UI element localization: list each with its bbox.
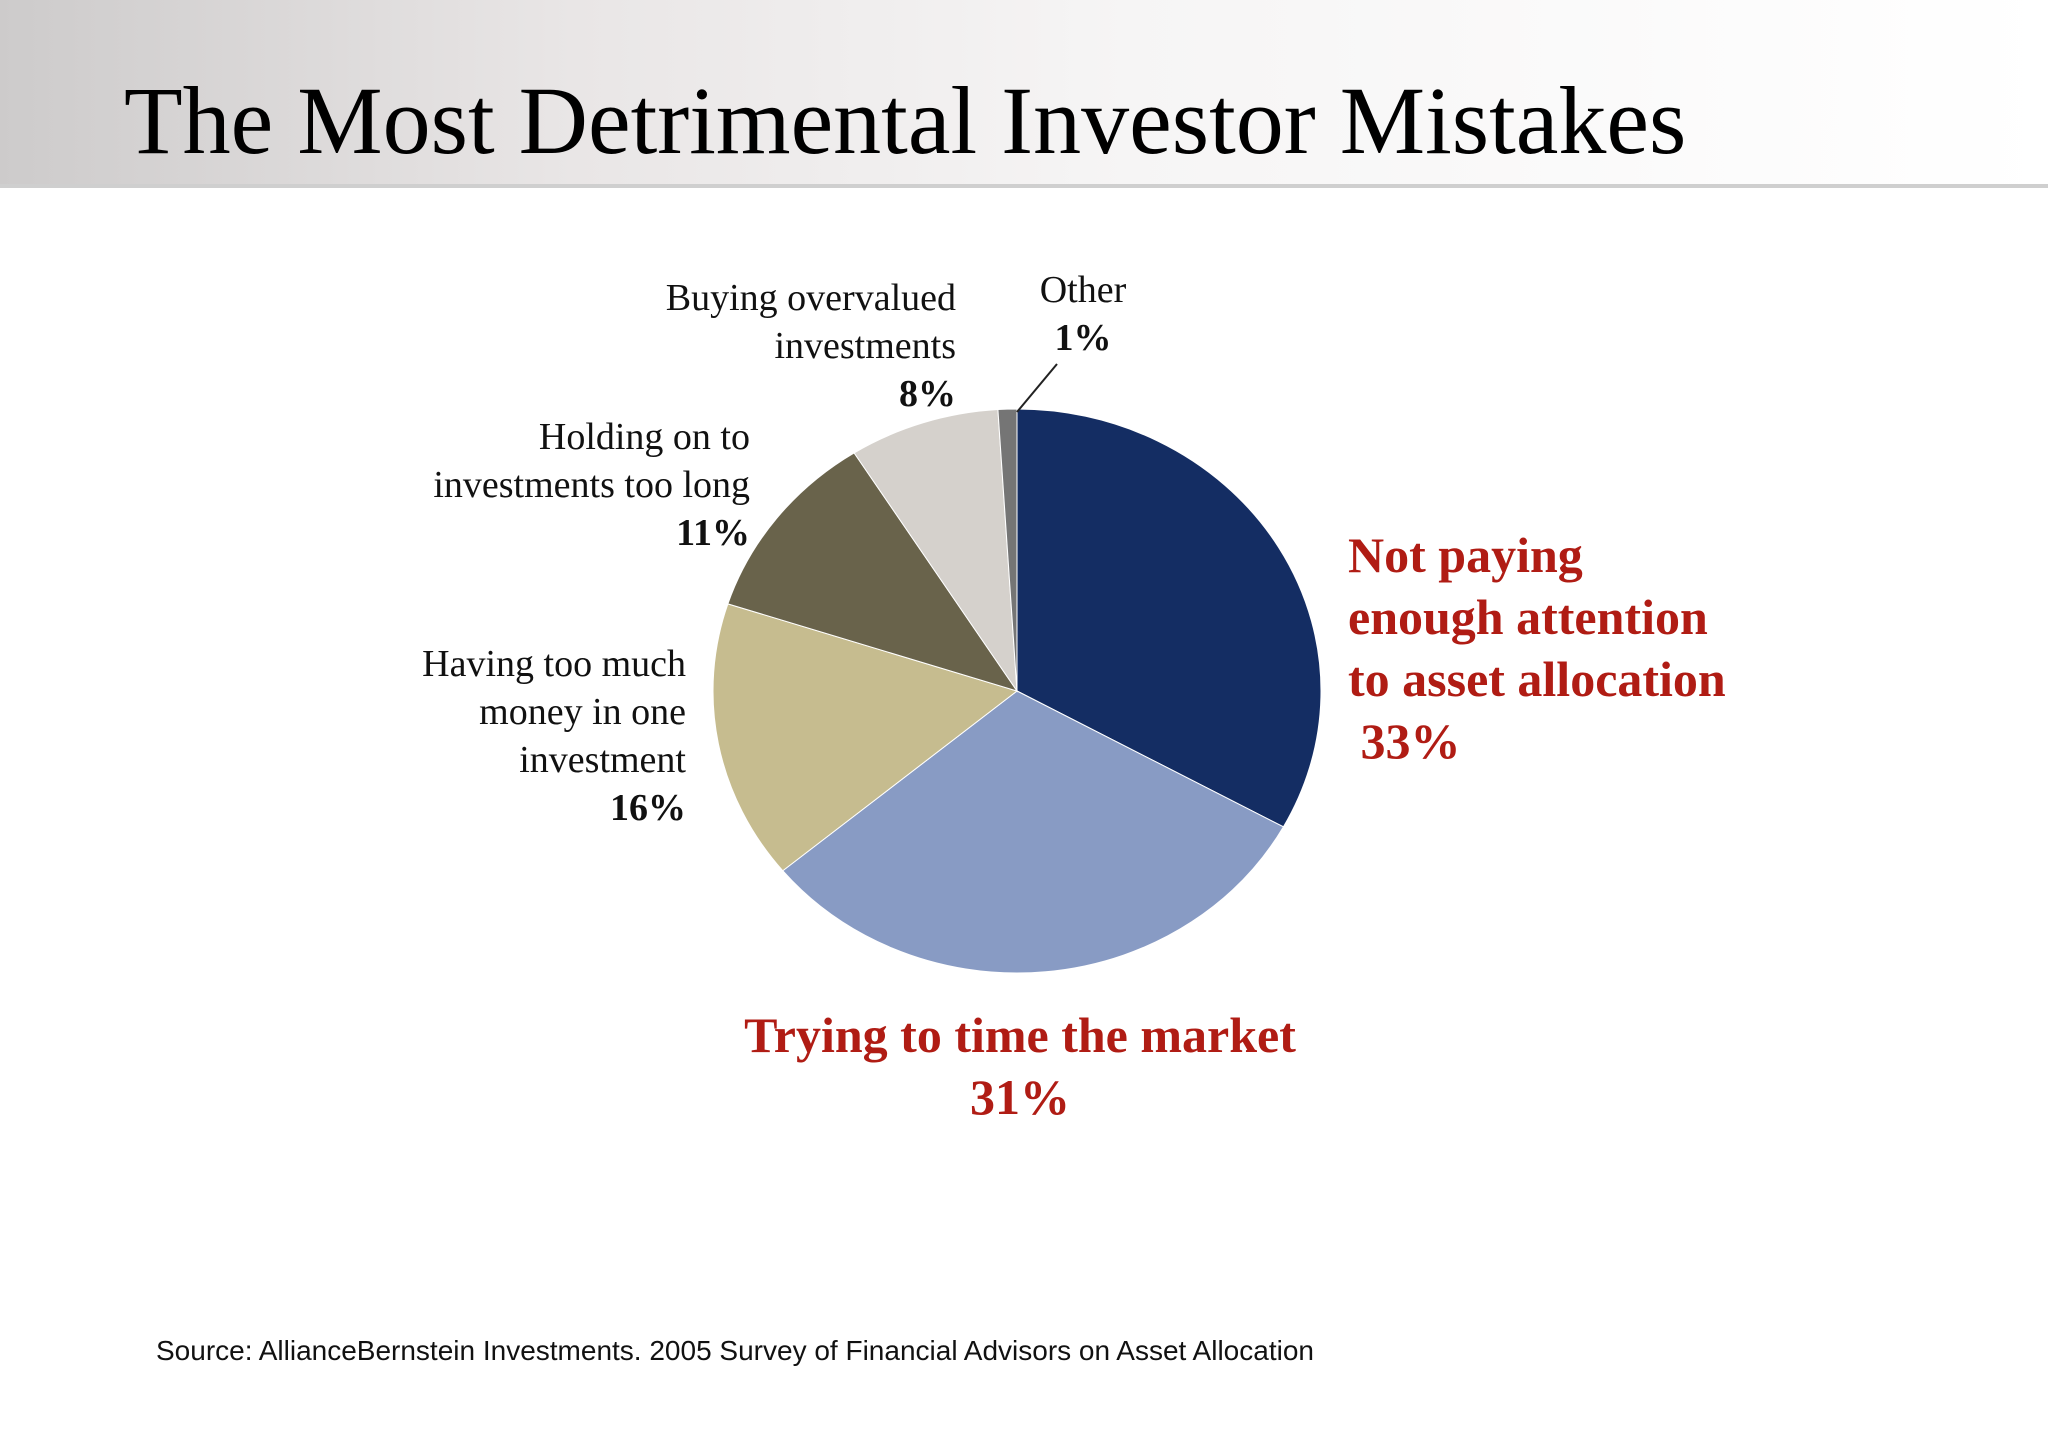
label-text: Having too much xyxy=(422,643,686,685)
pie-slice-buying-overvalued-investments xyxy=(853,409,1018,693)
pie-slice-having-too-much-money-in-one-investment xyxy=(712,603,1019,872)
source-note: Source: AllianceBernstein Investments. 2… xyxy=(156,1335,1314,1366)
label-value: 8% xyxy=(899,373,956,415)
pie-slice-other xyxy=(997,408,1018,692)
label-value: 11% xyxy=(676,512,750,554)
label-text: investments xyxy=(774,325,956,367)
label-overvalued: Buying overvalued investments 8% xyxy=(556,274,956,418)
label-value: 33% xyxy=(1348,713,1461,769)
label-text: investment xyxy=(519,739,686,781)
label-text: Holding on to xyxy=(538,416,750,458)
label-text: Other xyxy=(1039,269,1127,311)
label-holding-too-long: Holding on to investments too long 11% xyxy=(300,413,750,557)
other-leader-line xyxy=(1016,363,1058,413)
label-text: investments too long xyxy=(433,464,750,506)
slide-title: The Most Detrimental Investor Mistakes xyxy=(124,67,1687,174)
title-bar xyxy=(0,0,2048,188)
label-value: 16% xyxy=(610,787,686,829)
label-text: Buying overvalued xyxy=(665,277,956,319)
pie-slice-holding-on-to-investments-too-long xyxy=(727,452,1019,692)
pie-slice-not-paying-enough-attention-to-asset-allocation xyxy=(1016,408,1322,828)
label-text: enough attention xyxy=(1348,589,1708,645)
label-text: Not paying xyxy=(1348,527,1583,583)
label-asset-allocation: Not paying enough attention to asset all… xyxy=(1348,524,1726,772)
label-too-much-money: Having too much money in one investment … xyxy=(300,640,686,832)
label-value: 1% xyxy=(1054,317,1112,359)
label-value: 31% xyxy=(970,1069,1070,1125)
pie-slice-trying-to-time-the-market xyxy=(782,690,1285,974)
label-other: Other 1% xyxy=(1000,266,1166,362)
label-text: money in one xyxy=(479,691,686,733)
label-text: Trying to time the market xyxy=(744,1007,1296,1063)
label-time-market: Trying to time the market 31% xyxy=(700,1004,1340,1128)
label-text: to asset allocation xyxy=(1348,651,1726,707)
